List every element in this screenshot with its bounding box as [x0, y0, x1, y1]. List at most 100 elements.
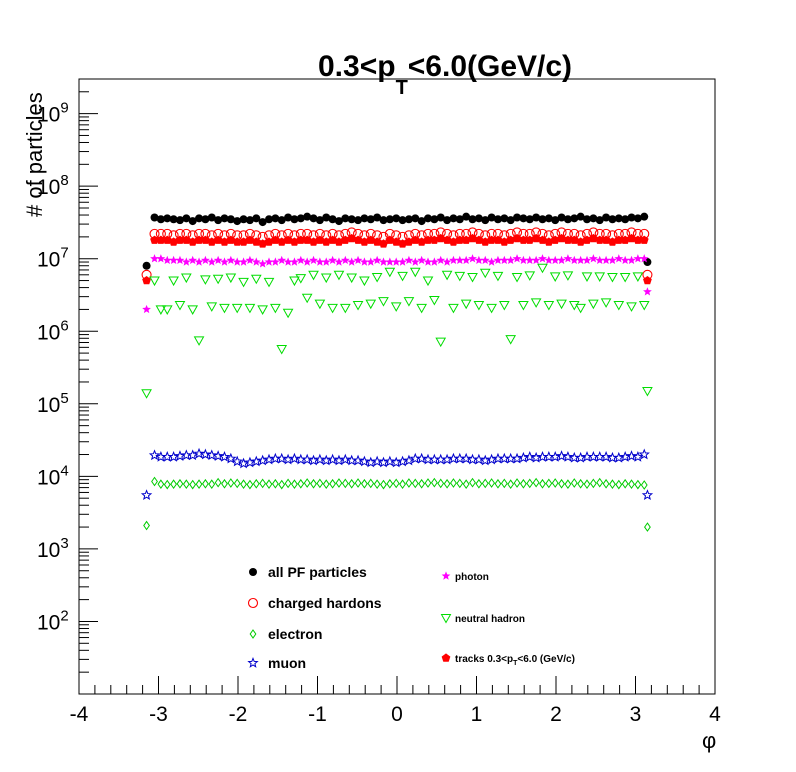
- point-tracks-0-3-p-t-6-0-gev-c: [232, 237, 242, 246]
- point-electron: [430, 477, 438, 488]
- point-electron: [609, 479, 616, 490]
- point-photon: [544, 255, 554, 265]
- point-electron: [227, 478, 235, 488]
- point-all-pf-particles: [411, 214, 420, 223]
- point-neutral-hadron: [149, 276, 160, 287]
- legend-marker: [441, 571, 451, 580]
- point-neutral-hadron: [231, 303, 243, 314]
- point-neutral-hadron: [244, 303, 256, 314]
- point-muon: [619, 451, 631, 462]
- point-electron: [341, 478, 349, 489]
- point-all-pf-particles: [443, 216, 452, 225]
- point-neutral-hadron: [600, 298, 612, 308]
- point-electron: [380, 479, 387, 490]
- point-all-pf-particles: [627, 213, 636, 222]
- point-muon: [524, 451, 536, 462]
- point-photon: [232, 257, 242, 266]
- data-points: [140, 212, 654, 532]
- legend-label: charged hardons: [268, 595, 382, 611]
- point-electron: [469, 477, 476, 488]
- legend-marker: [247, 597, 259, 609]
- point-photon: [429, 257, 439, 266]
- point-electron: [526, 478, 534, 489]
- point-electron: [494, 478, 502, 489]
- point-all-pf-particles: [220, 214, 229, 223]
- point-electron: [221, 478, 228, 489]
- point-tracks-0-3-p-t-6-0-gev-c: [302, 235, 312, 244]
- point-tracks-0-3-p-t-6-0-gev-c: [156, 235, 166, 244]
- x-tick-label: -3: [149, 703, 168, 726]
- point-all-pf-particles: [602, 213, 611, 222]
- point-electron: [475, 478, 483, 489]
- point-photon: [569, 255, 579, 265]
- point-electron: [450, 478, 457, 488]
- point-muon: [193, 447, 205, 459]
- point-all-pf-particles: [436, 213, 445, 222]
- point-electron: [418, 478, 426, 489]
- point-muon: [314, 453, 326, 465]
- point-photon: [595, 255, 605, 265]
- point-neutral-hadron: [429, 295, 440, 306]
- point-all-pf-particles: [449, 214, 458, 223]
- y-tick-labels: 102 103 104 105 106 107 108 109: [37, 100, 69, 635]
- point-photon: [576, 255, 586, 265]
- point-all-pf-particles: [239, 215, 248, 224]
- point-neutral-hadron: [575, 303, 586, 314]
- y-tick-label: 102: [37, 607, 69, 634]
- point-muon: [250, 455, 262, 467]
- point-tracks-0-3-p-t-6-0-gev-c: [639, 235, 649, 244]
- point-neutral-hadron: [141, 389, 152, 399]
- axis-ticks: [78, 78, 716, 695]
- point-tracks-0-3-p-t-6-0-gev-c: [487, 235, 496, 244]
- point-tracks-0-3-p-t-6-0-gev-c: [226, 235, 236, 244]
- point-tracks-0-3-p-t-6-0-gev-c: [321, 237, 331, 246]
- point-all-pf-particles: [474, 214, 483, 223]
- point-neutral-hadron: [365, 299, 377, 310]
- point-tracks-0-3-p-t-6-0-gev-c: [181, 235, 191, 244]
- point-neutral-hadron: [460, 299, 472, 310]
- point-photon: [181, 257, 191, 266]
- point-muon: [625, 450, 638, 461]
- point-tracks-0-3-p-t-6-0-gev-c: [538, 235, 547, 244]
- point-electron: [335, 478, 343, 488]
- point-photon: [188, 255, 198, 265]
- point-neutral-hadron: [282, 308, 294, 319]
- point-photon: [251, 257, 261, 266]
- point-electron: [488, 478, 496, 488]
- point-muon: [473, 453, 485, 465]
- point-all-pf-particles: [334, 217, 343, 226]
- point-photon: [480, 255, 490, 265]
- point-muon: [244, 456, 256, 468]
- point-muon: [511, 452, 523, 464]
- point-photon: [283, 257, 293, 266]
- point-photon: [340, 255, 350, 265]
- point-all-pf-particles: [404, 215, 413, 224]
- point-muon: [199, 448, 212, 460]
- point-tracks-0-3-p-t-6-0-gev-c: [283, 235, 293, 244]
- point-neutral-hadron: [333, 270, 345, 281]
- point-photon: [162, 255, 172, 265]
- point-tracks-0-3-p-t-6-0-gev-c: [334, 237, 344, 246]
- point-neutral-hadron: [308, 270, 319, 281]
- point-tracks-0-3-p-t-6-0-gev-c: [588, 233, 598, 243]
- point-tracks-0-3-p-t-6-0-gev-c: [614, 235, 624, 244]
- point-neutral-hadron: [314, 299, 326, 310]
- point-photon: [372, 255, 382, 265]
- point-all-pf-particles: [309, 214, 318, 223]
- point-muon: [600, 451, 612, 462]
- point-neutral-hadron: [155, 305, 167, 315]
- y-tick-label: 104: [37, 462, 69, 489]
- point-tracks-0-3-p-t-6-0-gev-c: [194, 235, 204, 244]
- point-electron: [596, 477, 604, 488]
- point-all-pf-particles: [576, 212, 585, 221]
- point-all-pf-particles: [481, 216, 490, 225]
- point-photon: [277, 255, 287, 265]
- point-tracks-0-3-p-t-6-0-gev-c: [449, 237, 458, 246]
- point-electron: [621, 478, 629, 489]
- point-electron: [411, 478, 419, 489]
- point-tracks-0-3-p-t-6-0-gev-c: [398, 239, 407, 248]
- point-photon: [410, 257, 420, 266]
- legend-marker: [440, 614, 452, 624]
- point-electron: [456, 478, 464, 489]
- point-muon: [231, 455, 243, 467]
